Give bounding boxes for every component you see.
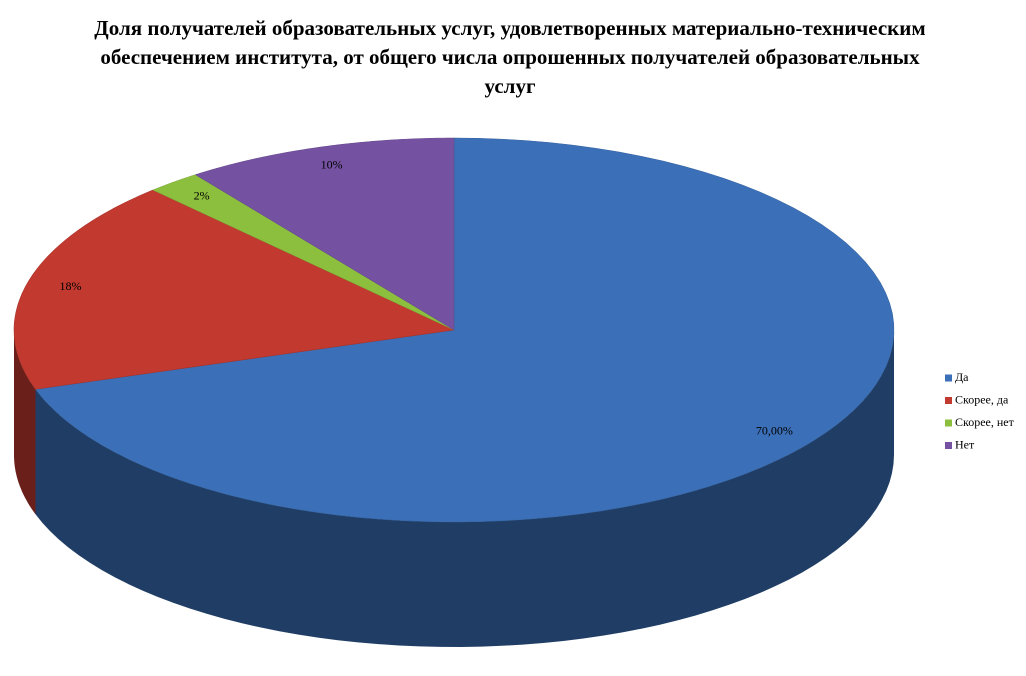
slice-side xyxy=(35,330,894,647)
data-label: 70,00% xyxy=(756,423,793,437)
legend-swatch xyxy=(945,419,952,427)
chart-title: Доля получателей образовательных услуг, … xyxy=(94,16,926,98)
legend-label: Скорее, нет xyxy=(955,415,1015,429)
slice xyxy=(35,137,895,523)
legend-label: Скорее, да xyxy=(955,392,1009,406)
legend-swatch xyxy=(945,397,952,404)
data-label: 18% xyxy=(59,279,81,293)
slice-side xyxy=(14,330,36,515)
data-label: 10% xyxy=(321,157,343,171)
legend-swatch xyxy=(945,374,952,382)
slice xyxy=(13,189,455,390)
legend-label: Да xyxy=(955,370,969,384)
slice xyxy=(152,174,455,331)
data-label: 2% xyxy=(194,189,210,203)
legend-swatch xyxy=(945,442,952,449)
slice xyxy=(194,137,455,331)
legend-label: Нет xyxy=(955,437,975,451)
